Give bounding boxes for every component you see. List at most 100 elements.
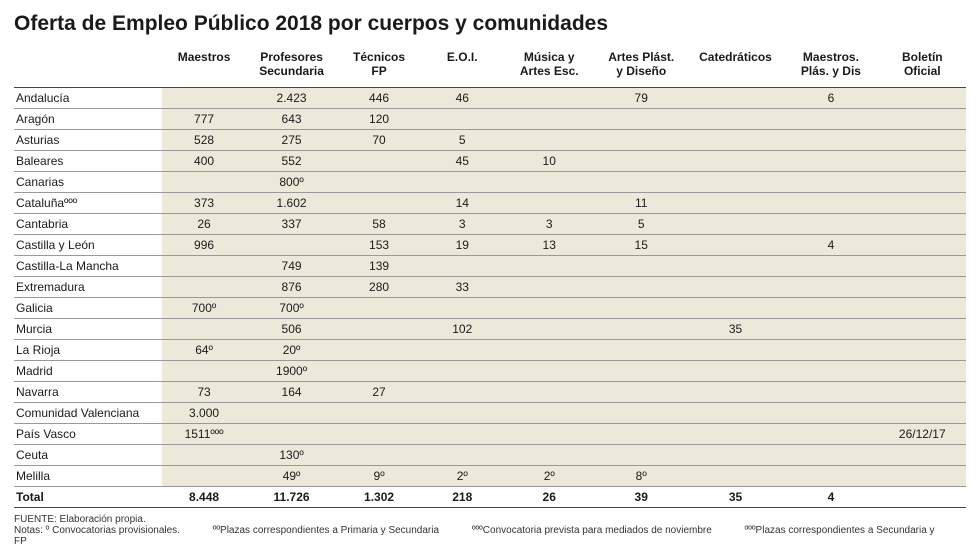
total-cell: 39 [595,486,688,507]
footnotes: FUENTE: Elaboración propia. Notas: º Con… [14,514,966,547]
cell [688,444,784,465]
cell [595,108,688,129]
cell: 4 [783,234,878,255]
col-header: Música yArtes Esc. [504,46,595,87]
cell [504,108,595,129]
cell [421,108,504,129]
total-cell: 4 [783,486,878,507]
cell [595,444,688,465]
cell [879,255,966,276]
cell [595,129,688,150]
cell [246,423,338,444]
cell [595,150,688,171]
cell [879,381,966,402]
table-row: Comunidad Valenciana3.000 [14,402,966,423]
table-row: Asturias528275705 [14,129,966,150]
cell [688,234,784,255]
cell [595,360,688,381]
row-label: Castilla-La Mancha [14,255,162,276]
table-row: Extremadura87628033 [14,276,966,297]
cell: 275 [246,129,338,150]
row-label: Galicia [14,297,162,318]
cell [783,402,878,423]
cell [595,171,688,192]
cell: 552 [246,150,338,171]
cell [783,213,878,234]
cell [504,381,595,402]
row-label: Ceuta [14,444,162,465]
cell [504,276,595,297]
cell [504,318,595,339]
cell: 27 [337,381,420,402]
cell: 996 [162,234,245,255]
cell: 15 [595,234,688,255]
cell [688,423,784,444]
cell: 120 [337,108,420,129]
col-header: BoletínOficial [879,46,966,87]
row-label: Baleares [14,150,162,171]
cell [688,276,784,297]
cell: 49º [246,465,338,486]
cell [879,192,966,213]
cell: 79 [595,87,688,108]
cell: 70 [337,129,420,150]
cell [337,360,420,381]
cell [595,276,688,297]
col-header: E.O.I. [421,46,504,87]
cell: 1900º [246,360,338,381]
cell [337,297,420,318]
row-label: Canarias [14,171,162,192]
cell: 1511ººº [162,423,245,444]
cell: 20º [246,339,338,360]
cell [504,192,595,213]
cell: 1.602 [246,192,338,213]
cell [246,234,338,255]
cell [421,423,504,444]
cell [337,402,420,423]
cell: 130º [246,444,338,465]
row-label: Extremadura [14,276,162,297]
total-cell: 218 [421,486,504,507]
cell [688,360,784,381]
cell [504,255,595,276]
cell: 33 [421,276,504,297]
cell [879,213,966,234]
cell [162,444,245,465]
cell [783,423,878,444]
cell: 6 [783,87,878,108]
cell [595,381,688,402]
cell [688,381,784,402]
cell [246,402,338,423]
cell [337,444,420,465]
row-label: La Rioja [14,339,162,360]
cell [162,255,245,276]
table-row: Baleares4005524510 [14,150,966,171]
cell: 337 [246,213,338,234]
cell [879,465,966,486]
table-header-row: MaestrosProfesoresSecundariaTécnicosFPE.… [14,46,966,87]
cell: 13 [504,234,595,255]
cell [421,444,504,465]
table-row: Canarias800º [14,171,966,192]
cell [879,129,966,150]
cell: 2.423 [246,87,338,108]
total-cell: 8.448 [162,486,245,507]
cell: 749 [246,255,338,276]
cell: 373 [162,192,245,213]
row-label: País Vasco [14,423,162,444]
table-row: La Rioja64º20º [14,339,966,360]
cell [879,276,966,297]
table-row: Cantabria2633758335 [14,213,966,234]
cell [783,108,878,129]
cell: 3.000 [162,402,245,423]
col-header: Catedráticos [688,46,784,87]
cell [783,381,878,402]
cell [783,192,878,213]
cell [783,297,878,318]
cell: 777 [162,108,245,129]
cell: 2º [504,465,595,486]
total-row: Total8.44811.7261.3022182639354 [14,486,966,507]
cell [879,444,966,465]
cell [504,87,595,108]
cell [595,423,688,444]
